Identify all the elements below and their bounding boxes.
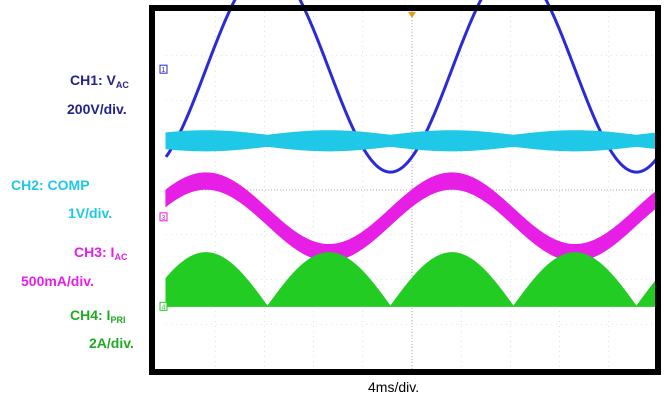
- time-scale-label: 4ms/div.: [368, 379, 420, 395]
- ch4-sub: PRI: [110, 315, 126, 325]
- ch1-sub: AC: [115, 80, 129, 90]
- ch1-marker-text: 1: [162, 67, 166, 74]
- ch3-scale: 500mA/div.: [21, 273, 94, 289]
- traces: [164, 0, 660, 307]
- channel-markers: 1 3 4: [159, 12, 416, 311]
- ch4-name: CH4: I: [70, 307, 111, 323]
- ch1-trace: [164, 0, 660, 174]
- ch3-name: CH3: I: [74, 244, 115, 260]
- ch1-name: CH1: V: [70, 72, 116, 88]
- ch4-label: CH4: IPRI: [70, 307, 125, 325]
- ch4-scale: 2A/div.: [89, 335, 134, 351]
- ch3-sub: AC: [114, 252, 128, 262]
- ch4-trace: [165, 252, 659, 307]
- ch3-marker: [159, 212, 168, 222]
- ch3-marker-text: 3: [162, 215, 166, 222]
- ch3-label: CH3: IAC: [74, 244, 127, 262]
- ch2-scale: 1V/div.: [68, 205, 113, 221]
- ch1-label: CH1: VAC: [70, 72, 129, 90]
- trigger-marker: [408, 12, 416, 18]
- ch4-marker-text: 4: [162, 304, 166, 311]
- ch4-marker: [159, 301, 168, 311]
- ch2-label: CH2: COMP: [11, 177, 90, 193]
- screen-border: [149, 5, 661, 375]
- ch2-trace: [165, 130, 659, 152]
- ch1-scale: 200V/div.: [67, 101, 127, 117]
- ch1-marker: [159, 64, 168, 74]
